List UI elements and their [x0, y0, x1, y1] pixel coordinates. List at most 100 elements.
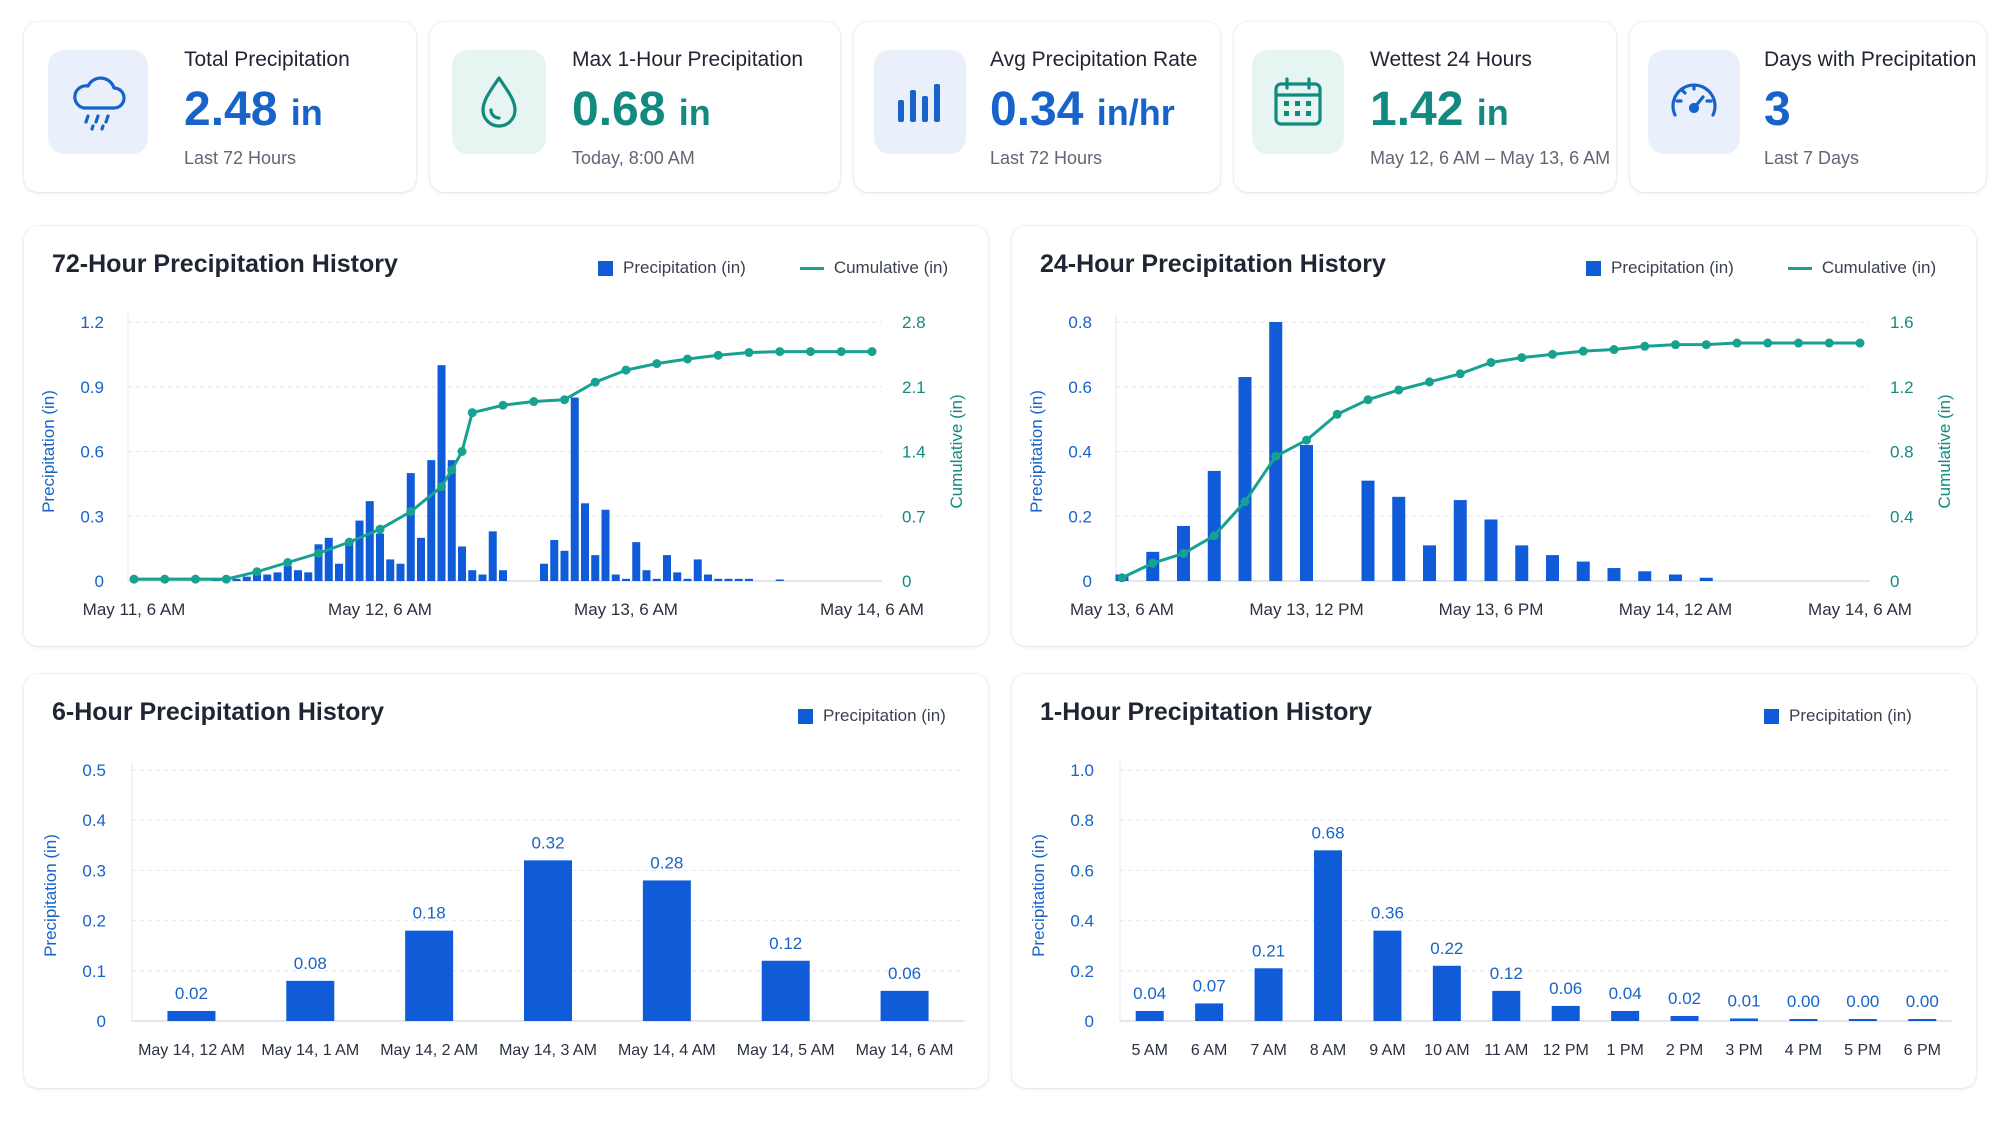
legend-precip-swatch [798, 708, 813, 724]
cumulative-point [1640, 341, 1650, 351]
bar-value-label: 0.12 [769, 934, 802, 953]
cumulative-point [806, 347, 815, 357]
x-tick-label: May 13, 6 AM [1070, 600, 1174, 619]
precip-bar [734, 578, 743, 581]
chart-legend: Precipitation (in) [798, 706, 946, 726]
x-tick-label: May 14, 12 AM [138, 1042, 245, 1059]
x-tick-label: May 11, 6 AM [83, 600, 186, 619]
y-axis-title: Precipitation (in) [1029, 834, 1048, 957]
x-tick-label: May 14, 6 AM [1808, 600, 1912, 619]
cumulative-point [1148, 558, 1158, 568]
bar-value-label: 0.04 [1609, 984, 1642, 1003]
x-tick-label: 8 AM [1310, 1042, 1346, 1059]
stat-value: 2.48 in [184, 83, 323, 136]
precip-bar [345, 539, 354, 581]
precip-bar [324, 537, 333, 581]
y-tick-label: 0 [1085, 1012, 1094, 1031]
precip-bar [1453, 500, 1467, 581]
precip-bar [622, 578, 630, 581]
stat-label: Avg Precipitation Rate [990, 48, 1198, 71]
chart-1-hour-plot: 0 0.2 0.4 0.6 0.8 1.0 Precipitation (in) 0.04 5 … [1029, 761, 1952, 1059]
water-drop-icon-tile [452, 50, 546, 154]
precip-bar [1607, 568, 1621, 581]
cumulative-point [457, 447, 467, 456]
y2-tick-label: 1.6 [1890, 313, 1914, 332]
precip-bar [1300, 445, 1313, 581]
bar-value-label: 0.12 [1490, 964, 1523, 983]
chart-24-hour-plot: 0 0.2 0.4 0.6 0.8 0 0.4 0.8 1.2 1.6 Precipitation … [1027, 313, 1954, 619]
cumulative-point [590, 377, 600, 387]
legend-precip-label: Precipitation (in) [1789, 706, 1912, 725]
precip-bar [437, 365, 446, 581]
precip-bar [417, 537, 425, 581]
bar-value-label: 0.28 [650, 853, 683, 872]
x-tick-label: May 14, 6 AM [820, 600, 924, 619]
cumulative-point [1209, 531, 1219, 541]
y-tick-label: 0.9 [80, 378, 104, 397]
legend-precip-label: Precipitation (in) [623, 258, 746, 277]
stat-value: 3 [1764, 83, 1791, 136]
cumulative-point [529, 397, 539, 407]
bar-chart-icon [898, 84, 940, 122]
y-tick-label: 0.4 [1070, 912, 1094, 931]
x-tick-label: 11 AM [1484, 1042, 1528, 1059]
cumulative-point [560, 395, 569, 405]
legend-precip-label: Precipitation (in) [1611, 258, 1734, 277]
bar-value-label: 0.01 [1727, 991, 1760, 1010]
stat-subtitle: Last 72 Hours [990, 148, 1103, 168]
chart-card-72-hour: 72-Hour Precipitation History Precipitat… [24, 226, 988, 646]
precip-bar [1638, 571, 1652, 581]
cumulative-point [1578, 346, 1588, 356]
y-axis-title: Precipitation (in) [41, 834, 60, 957]
precip-bar [242, 576, 251, 581]
precip-bar [355, 520, 364, 581]
precip-bar [1546, 555, 1559, 581]
bar-value-label: 0.07 [1193, 976, 1226, 995]
y2-axis-title: Cumulative (in) [947, 394, 966, 508]
precip-bar [704, 574, 712, 581]
bar-value-label: 0.00 [1906, 992, 1939, 1011]
y2-tick-label: 0.8 [1890, 443, 1914, 462]
precip-bar [314, 544, 323, 581]
y-tick-label: 0.5 [82, 761, 106, 780]
stat-value: 0.68 in [572, 83, 711, 136]
precip-bar [447, 460, 456, 581]
x-tick-label: 10 AM [1424, 1042, 1469, 1059]
x-tick-label: May 14, 4 AM [618, 1042, 716, 1059]
precip-bar [642, 880, 691, 1021]
stat-label: Max 1-Hour Precipitation [572, 48, 804, 71]
cumulative-point [775, 347, 785, 357]
precip-bar [1484, 519, 1498, 581]
precip-bar [1611, 1010, 1640, 1021]
precip-bar [488, 531, 497, 581]
cumulative-point [1855, 338, 1865, 348]
cumulative-point [652, 359, 662, 369]
y-axis-title: Precipitation (in) [39, 390, 58, 513]
precip-bar [550, 539, 559, 581]
cumulative-point [437, 482, 446, 492]
bar-value-label: 0.06 [1549, 979, 1582, 998]
precip-bar [663, 555, 671, 581]
precip-bar [540, 563, 548, 581]
stat-card-wettest-24-hours: Wettest 24 Hours 1.42 in May 12, 6 AM – … [1234, 22, 1616, 192]
precip-bar [591, 555, 600, 581]
cumulative-point [344, 537, 354, 547]
precip-bar [1373, 930, 1402, 1021]
precip-bar [761, 960, 810, 1021]
cumulative-point [1517, 353, 1527, 363]
x-tick-label: May 13, 6 AM [574, 600, 678, 619]
chart-card-24-hour: 24-Hour Precipitation History Precipitat… [1012, 226, 1976, 646]
chart-legend: Precipitation (in) [1764, 706, 1912, 726]
y-tick-label: 0.6 [1068, 378, 1092, 397]
precip-bar [1699, 577, 1713, 581]
x-tick-label: 3 PM [1725, 1042, 1762, 1059]
precip-bar [1730, 1018, 1758, 1021]
precip-bar [167, 1010, 216, 1021]
precip-bar [335, 563, 343, 581]
precip-bar [611, 574, 620, 581]
cumulative-point [129, 574, 139, 584]
chart-legend: Precipitation (in) Cumulative (in) [1586, 258, 1936, 278]
precip-bar [570, 397, 579, 581]
y-tick-label: 0.2 [1070, 962, 1094, 981]
precip-bar [524, 860, 572, 1021]
